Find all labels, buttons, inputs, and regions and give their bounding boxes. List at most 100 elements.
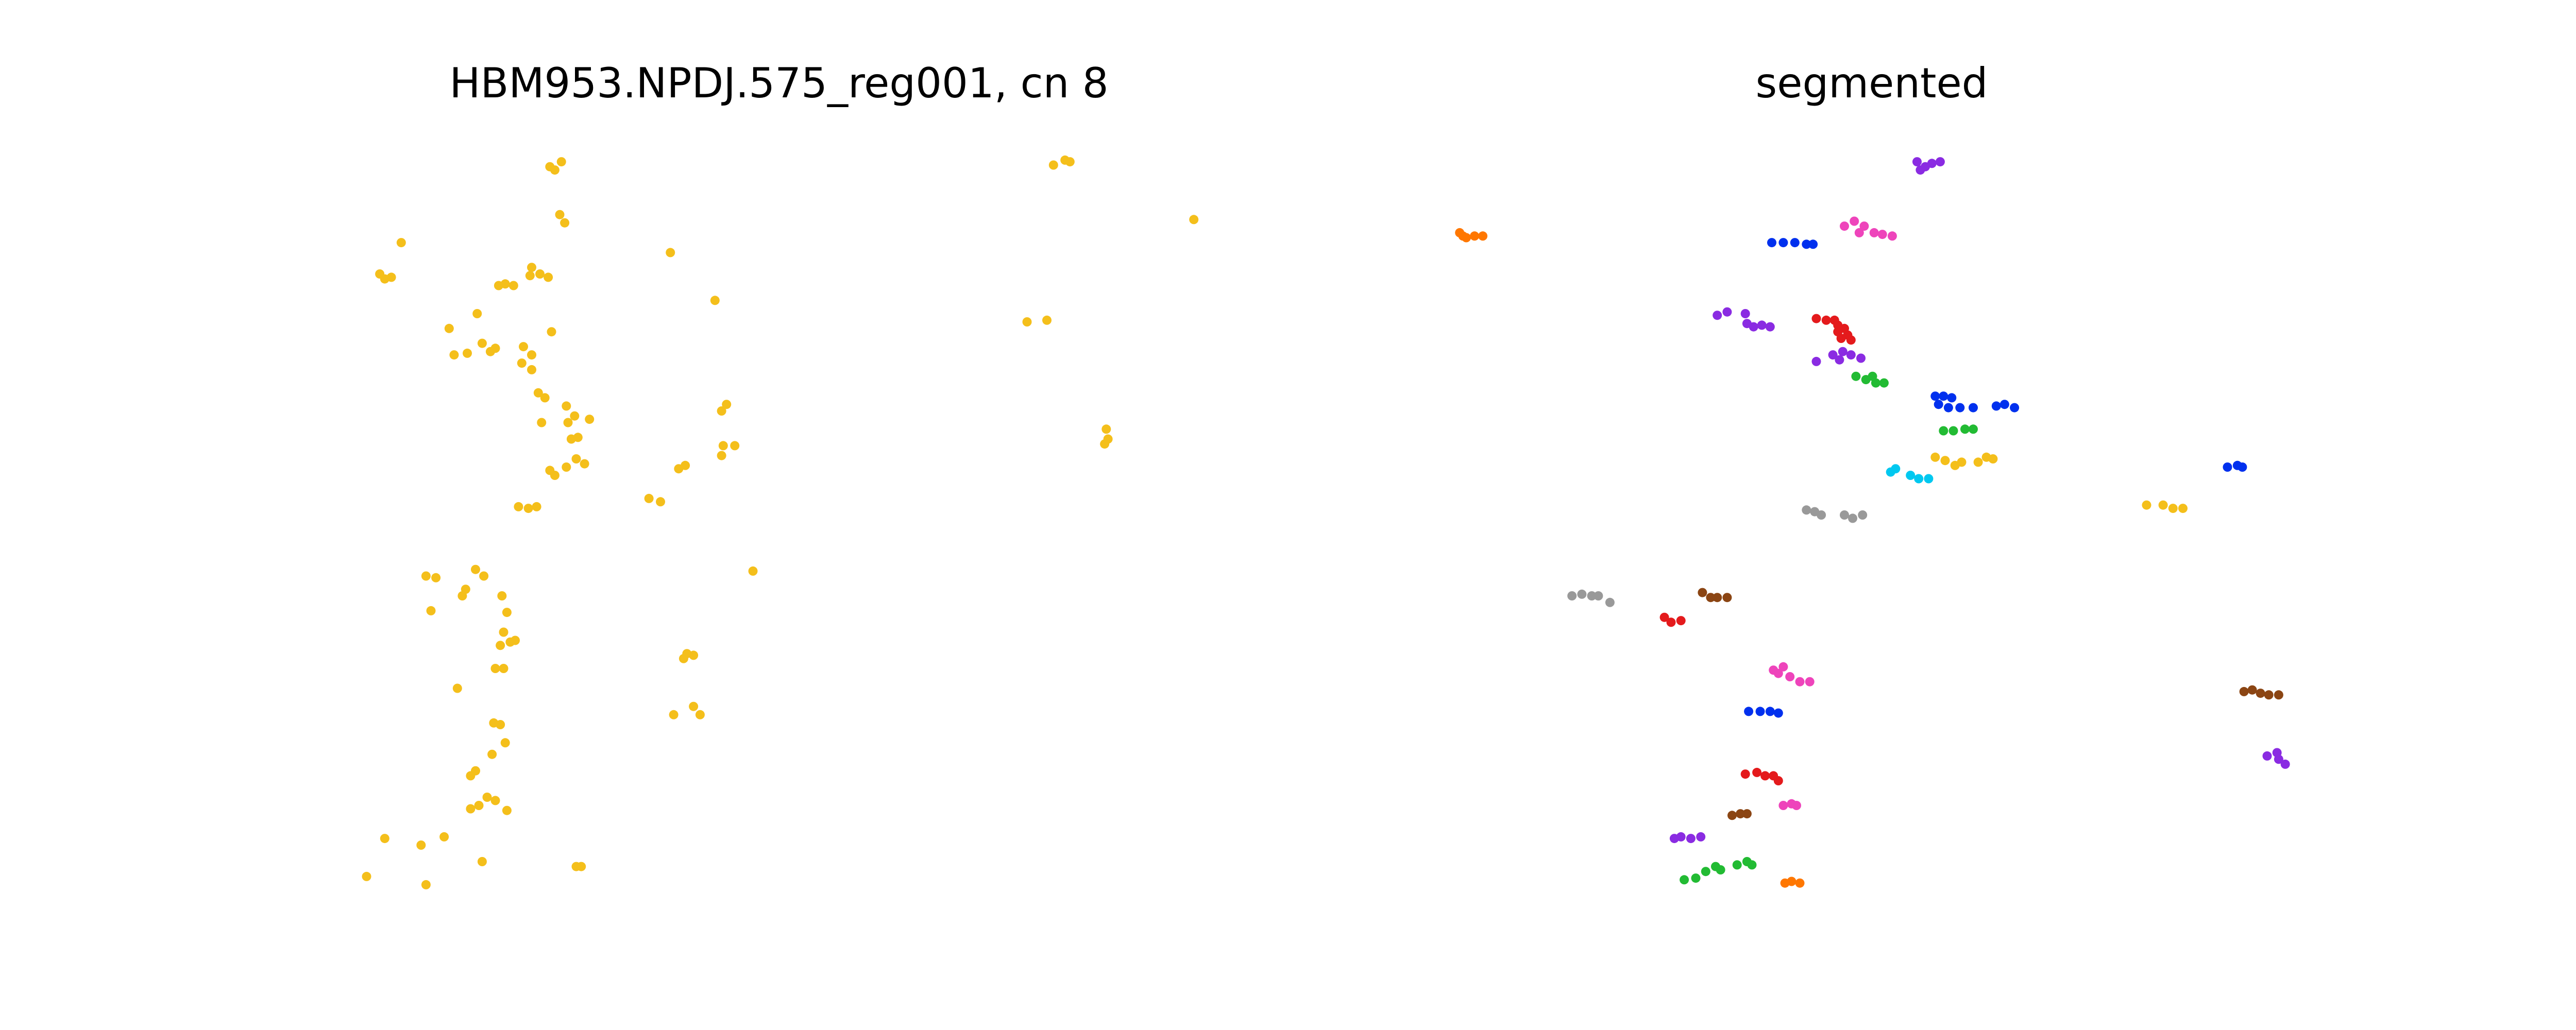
cluster-point — [1846, 335, 1856, 345]
scatter-point — [509, 281, 518, 290]
scatter-point — [421, 880, 431, 889]
cluster-point — [1458, 231, 1468, 241]
scatter-point — [502, 805, 512, 815]
cluster-point — [1924, 474, 1934, 484]
cluster-point — [1790, 238, 1800, 248]
cluster-point — [2262, 751, 2272, 761]
cluster-point — [2239, 686, 2249, 696]
scatter-point — [585, 415, 595, 424]
cluster-point — [1740, 769, 1750, 779]
cluster-point — [1577, 589, 1587, 599]
scatter-point — [471, 564, 480, 574]
cluster-point — [1808, 239, 1818, 249]
cluster-point — [2168, 504, 2178, 513]
scatter-point — [695, 710, 705, 719]
cluster-point — [1773, 668, 1783, 678]
cluster-point — [1773, 708, 1783, 718]
cluster-point — [1722, 307, 1732, 317]
cluster-point — [1744, 707, 1754, 716]
cluster-point — [2274, 754, 2283, 764]
scatter-point — [689, 650, 699, 660]
cluster-point — [1821, 315, 1831, 325]
scatter-point — [362, 871, 371, 881]
cluster-point — [1686, 834, 1696, 844]
scatter-point — [472, 309, 482, 318]
cluster-point — [1939, 391, 1948, 401]
cluster-point — [1960, 424, 1970, 434]
cluster-point — [1792, 801, 1801, 810]
cluster-point — [1840, 510, 1849, 520]
cluster-point — [1914, 474, 1924, 484]
cluster-point — [1835, 355, 1844, 365]
scatter-point — [563, 418, 573, 427]
cluster-point — [1736, 809, 1745, 819]
scatter-point — [496, 641, 505, 650]
scatter-point — [748, 566, 758, 576]
scatter-point — [537, 418, 547, 427]
cluster-point — [2238, 462, 2247, 472]
cluster-point — [1478, 231, 1488, 241]
scatter-point — [1189, 215, 1199, 225]
scatter-point — [431, 573, 441, 582]
cluster-point — [1713, 311, 1722, 320]
cluster-point — [2274, 690, 2283, 700]
scatter-point — [490, 344, 500, 353]
cluster-point — [1701, 867, 1710, 877]
scatter-point — [487, 749, 497, 759]
cluster-point — [1930, 452, 1940, 462]
cluster-point — [1943, 403, 1953, 413]
scatter-point — [527, 350, 536, 360]
cluster-point — [1947, 393, 1957, 403]
scatter-point — [689, 701, 699, 711]
cluster-point — [2178, 504, 2188, 513]
scatter-point — [656, 497, 665, 507]
cluster-point — [2142, 500, 2151, 510]
cluster-point — [2158, 500, 2168, 510]
cluster-point — [1879, 378, 1889, 388]
cluster-point — [1716, 865, 1725, 874]
cluster-point — [1787, 877, 1797, 886]
cluster-point — [1906, 471, 1916, 480]
scatter-point — [1022, 317, 1032, 327]
cluster-point — [1778, 801, 1788, 810]
scatter-point — [466, 804, 476, 814]
cluster-point — [1676, 616, 1686, 626]
scatter-point — [573, 433, 583, 442]
scatter-point — [555, 210, 565, 219]
scatter-point — [681, 460, 690, 470]
cluster-point — [1916, 165, 1925, 175]
scatter-point — [556, 157, 566, 167]
scatter-plot-right — [1455, 157, 2290, 888]
cluster-point — [1802, 505, 1811, 515]
scatter-point — [669, 710, 679, 719]
chart-title-left: HBM953.NPDJ.575_reg001, cn 8 — [449, 59, 1109, 107]
scatter-point — [517, 358, 527, 368]
scatter-point — [535, 269, 545, 279]
cluster-point — [2247, 685, 2257, 695]
cluster-point — [1752, 767, 1762, 777]
cluster-point — [1605, 597, 1615, 607]
cluster-point — [1713, 593, 1722, 603]
cluster-point — [1805, 677, 1815, 686]
scatter-point — [532, 502, 541, 511]
scatter-point — [570, 411, 580, 421]
cluster-point — [1698, 588, 1707, 597]
scatter-point — [644, 493, 654, 503]
cluster-point — [1773, 776, 1783, 785]
cluster-point — [1969, 424, 1978, 434]
cluster-point — [1666, 617, 1676, 627]
cluster-point — [1991, 401, 2001, 411]
cluster-point — [1785, 672, 1795, 681]
scatter-point — [722, 400, 732, 409]
scatter-point — [547, 327, 556, 337]
scatter-point — [717, 451, 726, 460]
scatter-point — [560, 218, 570, 228]
cluster-point — [1939, 426, 1948, 436]
scatter-point — [457, 591, 467, 600]
cluster-point — [1470, 231, 1480, 241]
scatter-point — [426, 606, 436, 615]
scatter-point — [452, 683, 462, 693]
cluster-point — [1727, 811, 1737, 820]
cluster-point — [1760, 771, 1770, 781]
scatter-point — [496, 720, 505, 729]
